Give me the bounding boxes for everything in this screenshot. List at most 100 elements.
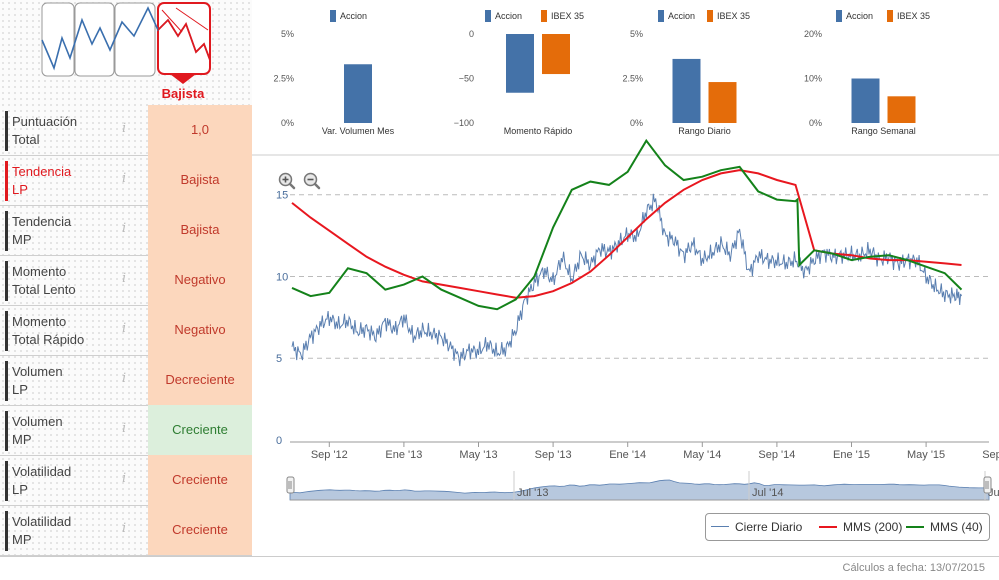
bar-accion[interactable] — [851, 78, 880, 124]
legend-swatch — [707, 10, 713, 22]
indicator-label: Puntuación Total — [12, 114, 78, 147]
indicator-row[interactable]: Momento Total Lento i Negativo — [0, 255, 252, 306]
indicator-row[interactable]: Tendencia MP i Bajista — [0, 205, 252, 256]
indicator-row[interactable]: Momento Total Rápido i Negativo — [0, 305, 252, 356]
indicator-label: Momento Total Rápido — [12, 314, 85, 347]
indicator-value: Bajista — [148, 205, 252, 255]
y-tick-label: 5% — [281, 29, 294, 39]
selected-thumb-pointer — [170, 74, 196, 84]
legend-label: IBEX 35 — [717, 11, 750, 21]
bar-accion[interactable] — [506, 34, 534, 93]
y-tick-label: 0% — [281, 118, 294, 128]
indicator-label: Momento Total Lento — [12, 264, 76, 297]
legend-close-label: Cierre Diario — [735, 520, 803, 534]
zoom-in-icon[interactable] — [278, 172, 296, 190]
calc-date: Cálculos a fecha: 13/07/2015 — [842, 562, 986, 574]
row-marker — [5, 161, 8, 201]
y-tick-label: −100 — [454, 118, 474, 128]
indicator-label: Volumen LP — [12, 364, 63, 397]
row-marker — [5, 361, 8, 401]
y-tick-label: 0% — [809, 118, 822, 128]
indicator-value: Negativo — [148, 255, 252, 305]
legend-item-mms200[interactable]: MMS (200) — [819, 519, 902, 535]
x-axis-label: Sep '13 — [535, 449, 572, 461]
series-cierre-diario[interactable] — [291, 193, 962, 367]
y-tick-label: −50 — [459, 74, 474, 84]
info-icon[interactable]: i — [122, 371, 127, 386]
footer-divider — [0, 556, 999, 557]
indicator-row[interactable]: Volatilidad MP i Creciente — [0, 505, 252, 556]
bar-accion[interactable] — [344, 64, 372, 123]
bar-ibex-35[interactable] — [542, 34, 570, 75]
indicator-row[interactable]: Tendencia LP i Bajista — [0, 155, 252, 206]
mini-chart-1: Accion 0% 2.5% 5% Var. Volumen Mes — [273, 10, 395, 136]
indicator-row[interactable]: Volumen MP i Creciente — [0, 405, 252, 456]
x-axis-label: May '15 — [907, 449, 945, 461]
legend-swatch — [887, 10, 893, 22]
x-axis-label: Sep '15 — [982, 449, 999, 461]
info-icon[interactable]: i — [122, 321, 127, 336]
bar-ibex-35[interactable] — [887, 96, 916, 123]
x-axis-label: Sep '14 — [758, 449, 795, 461]
y-tick-label: 0% — [630, 118, 643, 128]
legend-label: IBEX 35 — [897, 11, 930, 21]
y-axis-label: 10 — [276, 271, 288, 283]
indicator-row[interactable]: Volumen LP i Decreciente — [0, 355, 252, 406]
legend-label: Accion — [495, 11, 522, 21]
info-icon[interactable]: i — [122, 121, 127, 136]
y-axis-label: 0 — [276, 435, 282, 447]
legend-mms200-label: MMS (200) — [843, 520, 903, 534]
charts-area: Accion 0% 2.5% 5% Var. Volumen Mes Accion IBEX… — [252, 10, 999, 501]
x-axis-label: Ene '13 — [385, 449, 422, 461]
navigator-label: Jul '13 — [517, 487, 548, 499]
row-marker — [5, 411, 8, 451]
mini-chart-2: Accion IBEX 35 0 −50 −100 Momento Rápido — [454, 10, 584, 136]
category-label: Rango Diario — [678, 126, 731, 136]
series-mms-40[interactable] — [291, 138, 963, 311]
legend-label: Accion — [668, 11, 695, 21]
row-marker — [5, 311, 8, 351]
zoom-out-icon[interactable] — [303, 172, 321, 190]
trend-thumb-1[interactable] — [41, 2, 75, 77]
indicator-value: Negativo — [148, 305, 252, 355]
info-icon[interactable]: i — [122, 171, 127, 186]
legend-swatch — [485, 10, 491, 22]
mini-chart-4: Accion IBEX 35 0% 10% 20% Rango Semanal — [804, 10, 930, 136]
indicator-label: Volatilidad MP — [12, 514, 72, 547]
legend-swatch — [658, 10, 664, 22]
info-icon[interactable]: i — [122, 271, 127, 286]
series-mms-200[interactable] — [291, 169, 962, 299]
info-icon[interactable]: i — [122, 471, 127, 486]
indicator-label: Tendencia LP — [12, 164, 72, 197]
y-tick-label: 5% — [630, 29, 643, 39]
category-label: Var. Volumen Mes — [322, 126, 395, 136]
y-tick-label: 2.5% — [622, 74, 643, 84]
info-icon[interactable]: i — [122, 421, 127, 436]
indicator-value: Bajista — [148, 155, 252, 205]
indicator-label: Volatilidad LP — [12, 464, 72, 497]
trend-thumb-3[interactable] — [114, 2, 156, 77]
selected-trend-label: Bajista — [161, 86, 205, 101]
indicator-panel: Bajista Puntuación Total i 1,0 Tendencia LP i B… — [0, 0, 252, 556]
row-marker — [5, 461, 8, 501]
navigator-label: Jul '14 — [752, 487, 783, 499]
row-marker — [5, 261, 8, 301]
bar-ibex-35[interactable] — [708, 82, 737, 123]
x-axis-label: Ene '15 — [833, 449, 870, 461]
category-label: Rango Semanal — [851, 126, 916, 136]
legend-item-close[interactable]: Cierre Diario — [711, 519, 802, 535]
indicator-row[interactable]: Volatilidad LP i Creciente — [0, 455, 252, 506]
legend-swatch — [330, 10, 336, 22]
x-axis-label: May '13 — [459, 449, 497, 461]
legend-mms40-label: MMS (40) — [930, 520, 983, 534]
navigator-label: Jul — [988, 487, 999, 499]
info-icon[interactable]: i — [122, 221, 127, 236]
indicator-row[interactable]: Puntuación Total i 1,0 — [0, 105, 252, 156]
chart-legend: Cierre Diario MMS (200) MMS (40) — [705, 513, 990, 541]
trend-selector — [41, 2, 211, 84]
bar-accion[interactable] — [672, 58, 701, 123]
legend-item-mms40[interactable]: MMS (40) — [906, 519, 983, 535]
info-icon[interactable]: i — [122, 521, 127, 536]
indicator-value: Decreciente — [148, 355, 252, 405]
legend-label: IBEX 35 — [551, 11, 584, 21]
